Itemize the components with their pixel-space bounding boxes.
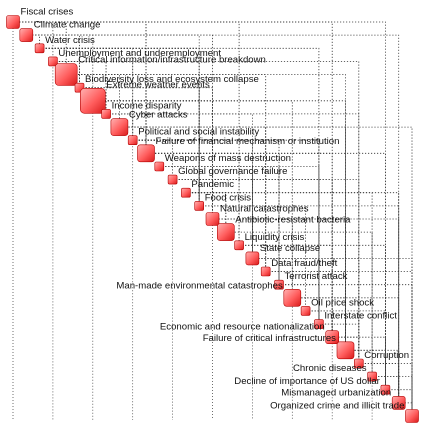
risk-node[interactable]: [367, 371, 377, 382]
risk-node[interactable]: [80, 88, 106, 114]
risk-node[interactable]: [314, 319, 324, 329]
risk-node-label: Economic and resource nationalization: [160, 322, 325, 333]
risk-node[interactable]: [234, 240, 244, 251]
risk-node[interactable]: [283, 288, 302, 307]
risk-node-label: Weapons of mass destruction: [165, 153, 291, 164]
risk-node-label: Failure of financial mechanism or instit…: [156, 136, 340, 147]
dependency-link: [252, 258, 320, 325]
dependency-link: [39, 47, 200, 206]
risk-node-label: Natural catastrophes: [220, 204, 309, 215]
risk-node[interactable]: [405, 409, 419, 423]
risk-node-label: Corruption: [364, 350, 409, 361]
risk-node-label: Fiscal crises: [21, 7, 74, 18]
dependency-link: [239, 244, 333, 338]
risk-node-label: Antibiotic-resistant bacteria: [235, 215, 351, 226]
risk-node[interactable]: [391, 396, 406, 410]
dependency-link: [52, 61, 107, 114]
risk-node-label: Biodiversity loss and ecosystem collapse: [85, 74, 259, 85]
dependency-link: [358, 363, 413, 416]
dependency-link: [172, 179, 253, 259]
dependency-link: [146, 152, 333, 338]
risk-node[interactable]: [380, 384, 391, 395]
risk-node[interactable]: [336, 341, 355, 360]
risk-node-label: Mismanaged urbanization: [281, 387, 391, 398]
dependency-link: [132, 139, 200, 206]
risk-node[interactable]: [325, 330, 340, 345]
dependency-link: [185, 192, 227, 233]
dependency-link: [212, 218, 293, 298]
dependency-link: [252, 258, 413, 416]
risk-node[interactable]: [137, 144, 155, 163]
dependency-link: [79, 87, 213, 219]
risk-node-label: Chronic diseases: [293, 363, 367, 374]
risk-node[interactable]: [110, 118, 129, 136]
dependency-link: [172, 179, 360, 364]
dependency-link: [159, 166, 253, 259]
risk-node[interactable]: [260, 266, 271, 277]
risk-node[interactable]: [34, 43, 45, 54]
risk-node-label: Food crisis: [205, 192, 252, 203]
risk-node[interactable]: [48, 56, 58, 67]
dependency-link: [52, 61, 360, 364]
dependency-link: [146, 152, 386, 390]
risk-nodes: [6, 15, 419, 423]
risk-node[interactable]: [245, 251, 260, 266]
dependency-link: [52, 61, 134, 141]
risk-node[interactable]: [274, 279, 284, 290]
dependency-link: [199, 205, 400, 403]
dependency-link: [225, 231, 373, 377]
risk-node[interactable]: [154, 161, 165, 172]
risk-node-label: State collapse: [260, 243, 320, 254]
risk-node-label: Cyber attacks: [129, 110, 188, 121]
risk-node-label: Climate change: [34, 20, 101, 31]
risk-labels: Fiscal crises Climate change Water crisis U…: [21, 7, 410, 412]
risk-node-label: Water crisis: [45, 35, 95, 46]
risk-node-label: Unemployment and underemployment: [58, 48, 221, 59]
risk-node-label: Oil price shock: [311, 297, 374, 308]
dependency-link: [279, 284, 413, 416]
risk-node[interactable]: [6, 15, 20, 29]
risk-node-label: Critical information/infrastructure brea…: [78, 55, 266, 66]
risk-node-label: Global governance failure: [178, 166, 287, 177]
risk-node-label: Extreme weather events: [106, 79, 210, 90]
risk-node-label: Income disparity: [112, 100, 182, 111]
risk-node[interactable]: [101, 109, 111, 119]
dependency-link: [26, 34, 400, 403]
dependency-link: [159, 166, 320, 325]
dependency-link: [305, 310, 386, 390]
risk-node[interactable]: [300, 306, 311, 316]
risk-node-label: Organized crime and illicit trade: [270, 401, 404, 412]
risk-node-label: Data fraud/theft: [271, 258, 337, 269]
risk-node[interactable]: [54, 63, 78, 86]
dependency-link: [265, 271, 346, 351]
dependency-link: [279, 284, 320, 325]
risk-node-label: Decline of importance of US dollar: [234, 376, 380, 387]
dependency-link: [13, 21, 147, 154]
risk-node[interactable]: [205, 212, 220, 226]
risk-node-label: Failure of critical infrastructures: [203, 333, 336, 344]
dependency-link: [13, 21, 67, 75]
dependency-links: [12, 21, 413, 420]
risk-node[interactable]: [19, 28, 34, 42]
dependency-link: [106, 113, 253, 259]
risk-node-label: Political and social instability: [138, 127, 259, 138]
dependency-link: [292, 297, 346, 351]
risk-node-label: Terrorist attack: [285, 271, 348, 282]
risk-node[interactable]: [167, 174, 178, 185]
dependency-link: [332, 336, 386, 390]
risk-node[interactable]: [194, 201, 204, 211]
risk-node-label: Man-made environmental catastrophes: [116, 280, 283, 291]
dependency-link: [92, 100, 346, 351]
risk-node-label: Pandemic: [191, 179, 234, 190]
risk-node[interactable]: [353, 358, 364, 369]
dependency-link: [212, 218, 400, 403]
risk-node-label: Liquidity crisis: [245, 232, 305, 243]
dependency-link: [345, 349, 386, 390]
dependency-link: [132, 139, 320, 325]
risk-node[interactable]: [181, 187, 191, 198]
risk-node-label: Interstate conflict: [324, 311, 397, 322]
risk-node[interactable]: [127, 135, 138, 145]
risk-node[interactable]: [217, 223, 235, 241]
